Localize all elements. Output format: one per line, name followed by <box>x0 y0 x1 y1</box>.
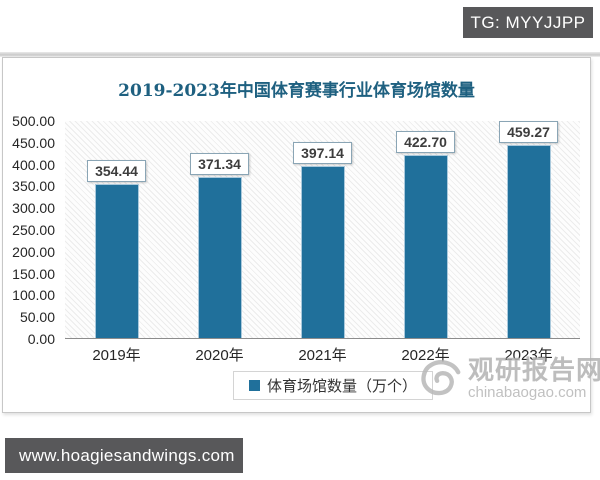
y-tick-label: 0.00 <box>27 331 55 347</box>
watermark-swirl-icon <box>421 360 461 396</box>
bar-value-label: 354.44 <box>87 160 146 183</box>
y-tick-label: 250.00 <box>12 222 55 238</box>
bars-row: 354.44 371.34 397.14 422.70 459.27 <box>65 121 580 338</box>
bar[interactable] <box>403 154 448 338</box>
footer-url-bar: www.hoagiesandwings.com <box>5 438 243 473</box>
bar-slot: 422.70 <box>374 121 477 338</box>
watermark-site-domain: chinabaogao.com <box>468 383 587 401</box>
y-tick-label: 50.00 <box>19 309 55 326</box>
bar[interactable] <box>506 145 551 338</box>
bar-value-label: 371.34 <box>190 152 249 175</box>
y-tick-label: 400.00 <box>12 156 55 173</box>
bar[interactable] <box>300 165 345 338</box>
bar-slot: 397.14 <box>271 121 374 338</box>
chart-card: 2019-2023年中国体育赛事行业体育场馆数量 500.00 450.00 400… <box>2 57 591 413</box>
bar-slot: 354.44 <box>65 121 168 338</box>
x-tick-label: 2023年 <box>504 347 553 364</box>
tg-badge-label: TG: MYYJJPP <box>470 12 586 32</box>
x-tick-label: 2020年 <box>195 347 244 364</box>
bar-value-label: 397.14 <box>293 141 352 164</box>
bar-value-label: 422.70 <box>396 130 455 153</box>
watermark-text: 观研报告网 chinabaogao.com <box>468 357 600 400</box>
bar[interactable] <box>197 176 242 338</box>
x-axis: 2019年 2020年 2021年 2022年 2023年 <box>65 344 580 364</box>
y-tick-label: 500.00 <box>12 113 55 129</box>
y-tick-label: 350.00 <box>12 178 55 195</box>
chart-title: 2019-2023年中国体育赛事行业体育场馆数量 <box>118 81 475 101</box>
x-tick-label: 2021年 <box>298 347 347 364</box>
y-axis: 500.00 450.00 400.00 350.00 300.00 250.00 200.… <box>3 113 59 347</box>
plot-area: 354.44 371.34 397.14 422.70 459.27 <box>65 121 580 339</box>
watermark: 观研报告网 chinabaogao.com <box>416 350 600 406</box>
bar-value-label: 459.27 <box>499 121 558 143</box>
footer-url-text: www.hoagiesandwings.com <box>19 445 235 465</box>
legend: 体育场馆数量（万个） <box>233 371 433 400</box>
x-tick-label: 2019年 <box>92 347 141 364</box>
bar[interactable] <box>94 184 139 338</box>
tg-badge: TG: MYYJJPP <box>463 7 593 38</box>
x-tick-label: 2022年 <box>401 347 450 364</box>
y-tick-label: 200.00 <box>12 243 55 260</box>
bar-slot: 371.34 <box>168 121 271 338</box>
watermark-site-name: 观研报告网 <box>468 354 600 385</box>
y-tick-label: 150.00 <box>12 265 55 282</box>
y-tick-label: 300.00 <box>12 200 55 217</box>
header-divider <box>0 52 600 57</box>
y-tick-label: 100.00 <box>12 287 55 304</box>
legend-swatch-icon <box>248 380 260 391</box>
y-tick-label: 450.00 <box>12 134 55 151</box>
bar-slot: 459.27 <box>477 121 580 338</box>
legend-label: 体育场馆数量（万个） <box>266 378 417 395</box>
